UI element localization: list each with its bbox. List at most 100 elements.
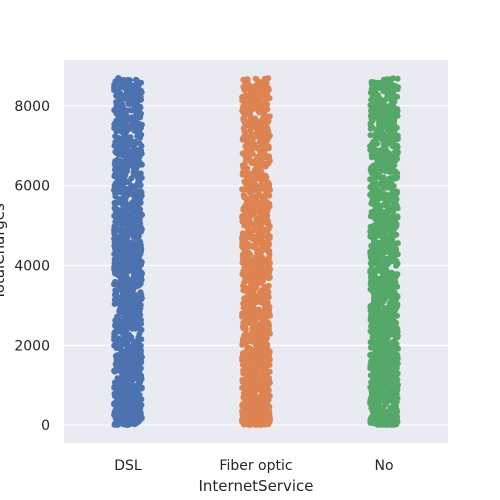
data-point [259,229,266,235]
data-point [256,138,263,145]
data-point [128,276,135,283]
y-tick-label: 8000 [14,99,50,115]
data-point [114,400,121,406]
data-point [132,84,139,91]
data-point [257,105,264,112]
data-point [123,201,130,208]
data-point [119,254,125,261]
data-point [251,292,258,299]
data-point [246,134,253,141]
x-tick-label: No [374,458,393,474]
data-point [119,167,126,173]
data-point [135,275,142,282]
data-point [382,221,388,228]
data-point [367,352,374,358]
data-point [242,419,248,426]
data-point [114,167,121,174]
data-point [266,361,273,368]
data-point [114,209,121,216]
data-point [242,405,249,412]
data-point [392,393,399,400]
data-point [241,377,248,383]
data-point [239,150,246,157]
data-point [244,399,251,406]
data-point [254,404,261,411]
data-point [372,147,379,154]
data-point [380,151,387,158]
data-point [129,107,135,114]
data-point [262,122,269,129]
data-point [257,212,264,219]
data-point [252,120,259,127]
data-point [124,283,131,290]
data-point [136,392,143,398]
data-point [242,278,249,285]
data-point [394,240,401,247]
data-point [113,147,120,154]
data-point [127,316,134,323]
data-point [251,390,258,397]
data-point [114,286,121,293]
data-point [255,100,262,107]
data-point [120,400,127,407]
data-point [118,348,125,355]
data-point [394,312,400,319]
data-point [249,160,256,167]
data-point [373,93,380,100]
data-point [136,416,143,423]
data-point [116,99,123,106]
data-point [128,190,135,197]
data-point [133,313,139,320]
data-point [112,141,119,148]
data-point [112,222,119,229]
data-point [116,248,123,255]
data-point [367,307,374,314]
data-point [252,320,259,327]
data-point [384,283,391,290]
data-point [247,242,253,249]
data-point [265,418,272,425]
data-point [263,336,269,343]
data-point [129,267,136,274]
data-point [251,176,258,183]
data-point [132,184,139,191]
data-point [382,398,389,405]
data-point [121,216,128,223]
data-point [259,357,266,364]
series-dsl [111,75,145,428]
data-point [267,312,273,319]
data-point [263,265,270,272]
data-point [113,255,120,262]
data-point [245,303,252,310]
data-point [262,332,269,339]
data-point [128,114,135,121]
data-point [132,149,139,156]
data-point [254,399,261,406]
data-point [130,123,137,130]
data-point [390,344,397,351]
data-point [118,323,125,330]
data-point [111,235,118,242]
data-point [113,394,120,401]
data-point [240,325,247,332]
data-point [261,143,268,150]
data-point [380,278,387,285]
data-point [372,315,379,322]
data-point [265,393,272,400]
data-point [385,289,392,296]
data-point [241,186,248,193]
data-point [387,159,394,166]
data-point [119,149,126,156]
data-point [264,385,271,392]
data-point [132,366,138,372]
data-point [137,410,144,417]
data-point [248,104,255,110]
data-point [239,313,246,320]
data-point [136,256,143,262]
data-point [394,142,401,149]
data-point [120,279,127,286]
data-point [240,217,247,224]
data-point [114,174,121,181]
data-point [258,279,265,286]
data-point [373,126,380,133]
